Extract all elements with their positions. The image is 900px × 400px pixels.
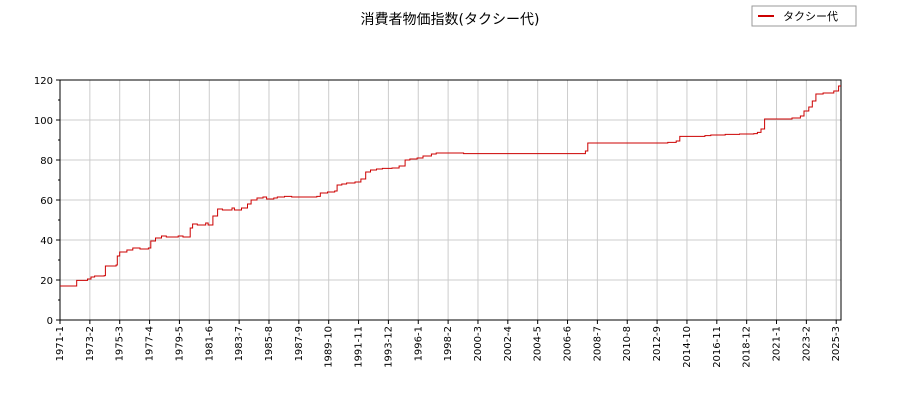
x-tick-label: 2004-5 [533, 326, 544, 361]
x-tick-label: 2012-9 [652, 326, 663, 361]
x-tick-label: 1993-12 [383, 326, 394, 368]
x-tick-label: 2018-12 [742, 326, 753, 368]
y-tick-label: 0 [47, 316, 53, 327]
x-tick-label: 2021-1 [772, 326, 783, 361]
y-tick-label: 60 [40, 196, 53, 207]
x-tick-label: 1996-1 [413, 326, 424, 361]
y-tick-label: 80 [40, 156, 53, 167]
x-tick-label: 1981-6 [204, 326, 215, 361]
x-tick-label: 1987-9 [294, 326, 305, 361]
grid [59, 79, 841, 321]
y-tick-label: 40 [40, 236, 53, 247]
x-tick-label: 2025-3 [831, 326, 842, 361]
x-tick-label: 2016-11 [712, 326, 723, 368]
legend: タクシー代 [751, 5, 857, 27]
x-tick-label: 2014-10 [682, 326, 693, 368]
x-tick-label: 2006-6 [563, 326, 574, 361]
x-tick-label: 2000-3 [473, 326, 484, 361]
x-tick-label: 2010-8 [622, 326, 633, 361]
x-tick-label: 1983-7 [234, 326, 245, 361]
y-tick-label: 100 [34, 116, 53, 127]
x-tick-label: 1989-10 [324, 326, 335, 368]
x-tick-label: 1991-11 [354, 326, 365, 368]
x-tick-label: 2023-2 [801, 326, 812, 361]
series-line [60, 85, 841, 287]
y-axis: 0 20 40 60 80 100 120 [34, 76, 60, 327]
x-tick-label: 1979-5 [174, 326, 185, 361]
chart-title: 消費者物価指数(タクシー代) [361, 12, 540, 28]
legend-box [751, 5, 857, 27]
x-tick-label: 1998-2 [443, 326, 454, 361]
y-tick-label: 120 [34, 76, 53, 87]
x-axis: 1971-1 1973-2 1975-3 1977-4 1979-5 1981-6 1983… [55, 320, 842, 368]
x-tick-label: 1985-8 [264, 326, 275, 361]
legend-label: タクシー代 [783, 10, 838, 23]
y-tick-label: 20 [40, 276, 53, 287]
x-tick-label: 1977-4 [145, 326, 156, 361]
x-tick-label: 1973-2 [85, 326, 96, 361]
plot-frame [59, 79, 842, 321]
x-tick-label: 1975-3 [115, 326, 126, 361]
x-tick-label: 2002-4 [503, 326, 514, 361]
x-tick-label: 2008-7 [592, 326, 603, 361]
x-tick-label: 1971-1 [55, 326, 66, 361]
